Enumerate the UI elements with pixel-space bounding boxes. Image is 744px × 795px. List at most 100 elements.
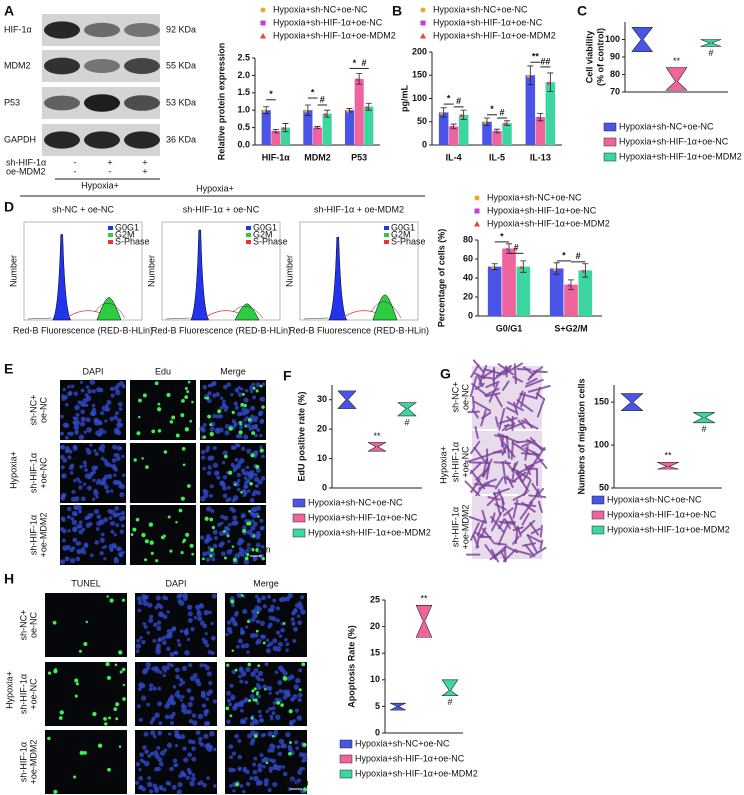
nucleus <box>139 758 144 763</box>
nucleus <box>202 384 208 390</box>
nucleus <box>248 474 254 480</box>
nucleus <box>289 776 295 782</box>
cell <box>512 499 519 519</box>
nucleus <box>259 433 263 438</box>
nucleus <box>250 525 256 531</box>
nucleus <box>89 379 96 385</box>
nucleus <box>240 553 245 558</box>
nucleus <box>199 742 205 747</box>
y-tick-label: 20 <box>317 424 327 434</box>
cell <box>464 480 481 497</box>
nucleus <box>112 513 117 518</box>
fit-line <box>165 305 264 320</box>
nucleus <box>139 635 143 640</box>
nucleus <box>156 766 161 772</box>
nucleus <box>288 721 294 727</box>
flow-title: sh-NC + oe-NC <box>52 204 114 214</box>
positive-cell <box>276 701 281 705</box>
violin <box>665 67 688 91</box>
cell <box>523 417 533 429</box>
positive-cell <box>106 595 109 598</box>
nucleus <box>231 751 237 756</box>
legend-label: G2M <box>391 229 411 239</box>
nucleus <box>198 780 204 785</box>
violin <box>397 402 417 417</box>
nucleus <box>233 401 238 406</box>
nucleus <box>241 671 247 677</box>
y-tick-label: 150 <box>594 397 609 407</box>
nucleus <box>148 618 154 624</box>
nucleus <box>115 523 120 528</box>
g0g1-peak <box>328 236 348 321</box>
nucleus <box>261 382 266 386</box>
cell <box>472 359 485 373</box>
positive-cell <box>205 396 210 400</box>
cell <box>501 552 507 563</box>
nucleus <box>194 677 201 684</box>
nucleus <box>193 615 198 620</box>
nucleus <box>181 665 188 672</box>
cell <box>511 467 531 480</box>
nucleus <box>249 498 255 503</box>
nucleus <box>200 449 206 455</box>
positive-cell <box>79 750 84 756</box>
positive-cell <box>223 556 227 560</box>
nucleus <box>218 427 224 433</box>
positive-cell <box>226 534 230 538</box>
nucleus <box>270 608 275 613</box>
positive-cell <box>118 745 122 748</box>
nucleus <box>277 641 283 647</box>
y-axis-label: Number <box>8 255 18 287</box>
cell <box>513 401 519 416</box>
nucleus <box>145 661 151 668</box>
cell <box>519 501 534 520</box>
nucleus <box>64 435 69 440</box>
y-tick-label: 0.5 <box>237 122 250 132</box>
nucleus <box>60 414 64 419</box>
nucleus <box>78 485 83 490</box>
sig-label: # <box>456 96 461 106</box>
nucleus <box>291 611 296 616</box>
nucleus <box>184 650 190 656</box>
panel-label: B <box>392 3 402 19</box>
nucleus <box>292 719 296 723</box>
nucleus <box>248 427 253 431</box>
cell <box>502 362 523 376</box>
positive-cell <box>144 539 149 544</box>
nucleus <box>157 730 163 736</box>
nucleus <box>287 592 293 599</box>
data-point <box>491 266 495 270</box>
x-tick-label: P53 <box>351 152 367 162</box>
positive-cell <box>184 427 190 432</box>
nucleus <box>262 604 268 609</box>
legend-label: Hypoxia+sh-HIF-1α+oe-NC <box>607 509 717 519</box>
condition-mark: - <box>74 166 77 176</box>
nucleus <box>253 668 259 674</box>
micrograph <box>130 443 196 503</box>
nucleus <box>282 771 288 777</box>
nucleus <box>268 641 274 647</box>
data-point <box>262 109 266 113</box>
nucleus <box>261 595 266 601</box>
nucleus <box>261 758 266 763</box>
nucleus <box>253 508 257 513</box>
nucleus <box>176 789 182 795</box>
positive-cell <box>187 484 191 488</box>
nucleus <box>212 393 217 398</box>
nucleus <box>146 631 151 635</box>
nucleus <box>141 639 146 645</box>
nucleus <box>175 674 180 680</box>
nucleus <box>219 480 225 486</box>
nucleus <box>91 389 97 394</box>
micrograph <box>225 662 307 726</box>
nucleus <box>251 762 257 767</box>
legend-marker <box>292 528 306 538</box>
blot-band <box>84 22 120 38</box>
nucleus <box>234 457 239 462</box>
condition-mark: + <box>107 157 112 167</box>
nucleus <box>206 445 211 450</box>
nucleus <box>187 611 193 617</box>
nucleus <box>89 553 94 558</box>
nucleus <box>80 496 86 502</box>
cell <box>524 378 544 388</box>
